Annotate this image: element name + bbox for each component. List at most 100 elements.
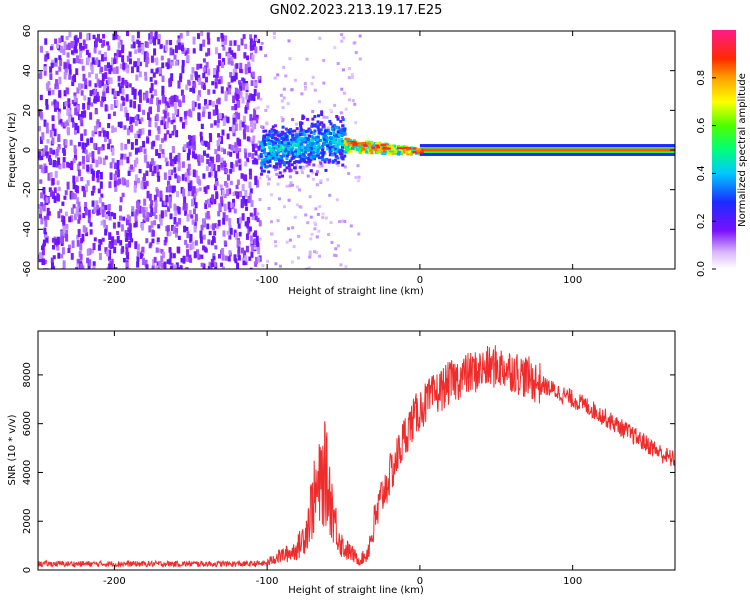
spectrogram-cell	[150, 55, 154, 63]
spectrogram-cell	[216, 115, 220, 124]
spectrogram-cell	[202, 39, 206, 47]
spectrogram-cell	[73, 100, 77, 107]
spectrogram-cell	[331, 125, 335, 129]
spectrogram-cell	[285, 139, 289, 143]
spectrogram-cell	[302, 166, 306, 170]
spectrogram-cell	[44, 38, 48, 45]
spectrogram-cell	[392, 147, 396, 151]
spectrogram-xtick-label: -100	[256, 275, 279, 286]
spectrogram-cell	[282, 138, 286, 142]
spectrogram-cell	[90, 102, 94, 107]
spectrogram-cell	[236, 218, 240, 224]
spectrogram-cell	[66, 62, 70, 69]
spectrogram-cell	[324, 129, 328, 133]
spectrogram-ytick-label: -20	[22, 181, 33, 197]
spectrogram-cell	[249, 114, 253, 121]
spectrogram-cell	[105, 131, 109, 137]
spectrogram-cell	[271, 156, 275, 160]
spectrogram-cell	[271, 144, 275, 148]
spectrogram-cell	[338, 152, 342, 156]
spectrogram-cell	[79, 253, 83, 260]
spectrogram-cell	[290, 129, 294, 133]
spectrogram-cell	[333, 103, 337, 107]
spectrogram-cell	[177, 80, 181, 89]
spectrogram-cell	[271, 142, 275, 146]
spectrogram-cell	[315, 138, 319, 142]
spectrogram-cell	[353, 102, 357, 106]
spectrogram-cell	[317, 156, 321, 160]
spectrogram-cell	[254, 215, 258, 221]
spectrogram-cell	[295, 130, 299, 134]
spectrogram-cell	[260, 41, 264, 45]
spectrogram-cell	[77, 141, 81, 147]
spectrogram-cell	[183, 196, 187, 205]
spectrogram-cell	[202, 67, 206, 72]
spectrogram-cell	[143, 198, 147, 206]
spectrogram-cell	[332, 131, 336, 135]
spectrogram-cell	[298, 205, 302, 209]
spectrogram-cell	[168, 196, 172, 204]
spectrogram-cell	[353, 145, 357, 149]
spectrogram-cell	[234, 117, 238, 123]
spectrogram-cell	[191, 219, 195, 225]
spectrogram-cell	[77, 206, 81, 213]
spectrogram-cell	[151, 238, 155, 244]
spectrogram-cell	[231, 202, 235, 208]
spectrogram-cell	[49, 172, 53, 178]
spectrogram-cell	[171, 113, 175, 120]
spectrogram-cell	[349, 139, 353, 143]
spectrogram-cell	[222, 46, 226, 51]
spectrogram-cell	[111, 125, 115, 133]
spectrogram-cell	[51, 123, 55, 132]
spectrogram-cell	[52, 160, 56, 166]
spectrogram-cell	[104, 228, 108, 236]
spectrogram-cell	[204, 140, 208, 146]
spectrogram-cell	[64, 121, 68, 127]
spectrogram-cell	[50, 257, 54, 264]
spectrogram-cell	[104, 155, 108, 160]
spectrogram-cell	[322, 59, 326, 63]
spectrogram-cell	[146, 137, 150, 144]
spectrogram-cell	[86, 138, 90, 146]
spectrogram-cell	[189, 257, 193, 263]
spectrogram-cell	[187, 134, 191, 140]
spectrogram-cell	[264, 152, 268, 156]
spectrogram-cell	[119, 39, 123, 45]
spectrogram-cell	[217, 164, 221, 172]
spectrogram-cell	[149, 212, 153, 218]
spectrogram-cell	[49, 129, 53, 138]
spectrogram-cell	[259, 142, 263, 146]
spectrogram-cell	[172, 253, 176, 259]
spectrogram-cell	[156, 171, 160, 178]
spectrogram-cell	[336, 156, 340, 160]
spectrogram-cell	[375, 150, 379, 154]
spectrogram-cell	[166, 180, 170, 187]
spectrogram-cell	[45, 151, 49, 157]
spectrogram-cell	[319, 121, 323, 125]
spectrogram-cell	[409, 152, 413, 156]
spectrogram-cell	[245, 206, 249, 211]
spectrogram-cell	[42, 203, 46, 212]
spectrogram-cell	[156, 237, 160, 242]
spectrogram-cell	[58, 66, 62, 72]
spectrogram-cell	[169, 159, 173, 167]
spectrogram-xtick-label: 0	[417, 275, 423, 286]
spectrogram-ytick-label: 0	[22, 147, 33, 153]
spectrogram-cell	[281, 130, 285, 134]
spectrogram-cell	[52, 255, 56, 260]
spectrogram-cell	[256, 106, 260, 110]
spectrogram-cell	[164, 209, 168, 217]
spectrogram-cell	[318, 205, 322, 209]
spectrogram-cell	[191, 100, 195, 108]
spectrogram-cell	[340, 156, 344, 160]
spectrogram-cell	[173, 102, 177, 109]
spectrogram-cell	[122, 257, 126, 263]
spectrogram-cell	[100, 220, 104, 226]
spectrogram-cell	[42, 258, 46, 265]
spectrogram-cell	[260, 169, 264, 173]
spectrogram-cell	[94, 83, 98, 88]
spectrogram-cell	[79, 32, 83, 39]
spectrogram-cell	[300, 136, 304, 140]
spectrogram-cell	[39, 164, 43, 170]
spectrogram-cell	[191, 199, 195, 207]
